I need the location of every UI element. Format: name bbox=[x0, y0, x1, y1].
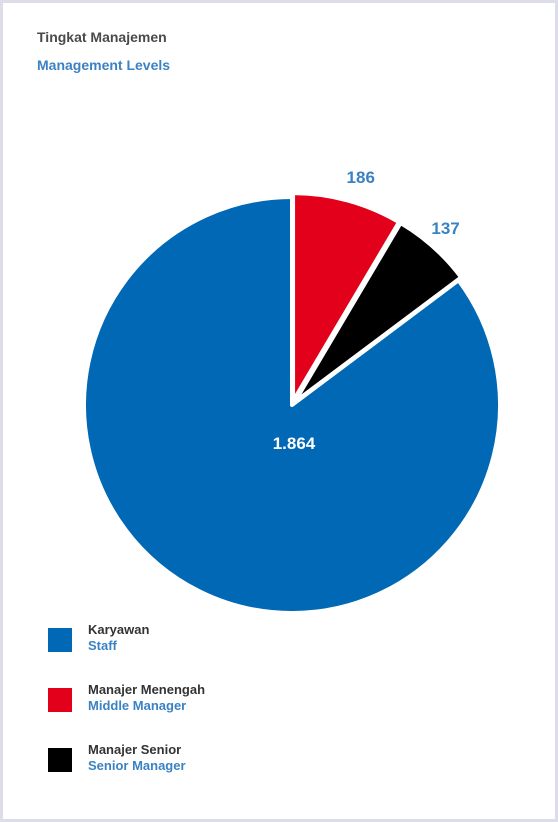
slice-label-staff: 1.864 bbox=[273, 434, 316, 453]
chart-title: Tingkat Manajemen bbox=[37, 29, 167, 45]
chart-subtitle: Management Levels bbox=[37, 57, 171, 73]
legend-swatch-senior-manager bbox=[48, 748, 72, 772]
legend-label-id: Manajer Senior bbox=[88, 742, 182, 757]
slice-middle-manager bbox=[291, 191, 401, 404]
legend-label-en: Middle Manager bbox=[88, 698, 187, 713]
legend-swatch-middle-manager bbox=[48, 688, 72, 712]
legend-label-en: Senior Manager bbox=[88, 758, 186, 773]
slice-label-middle-manager: 186 bbox=[347, 168, 375, 187]
legend-label-id: Karyawan bbox=[88, 622, 150, 637]
legend-label-id: Manajer Menengah bbox=[88, 682, 206, 697]
legend-label-en: Staff bbox=[88, 638, 117, 653]
slice-label-senior-manager: 137 bbox=[431, 219, 459, 238]
slice-staff bbox=[82, 195, 502, 615]
slice-senior-manager bbox=[292, 221, 464, 405]
legend-swatch-staff bbox=[48, 628, 72, 652]
